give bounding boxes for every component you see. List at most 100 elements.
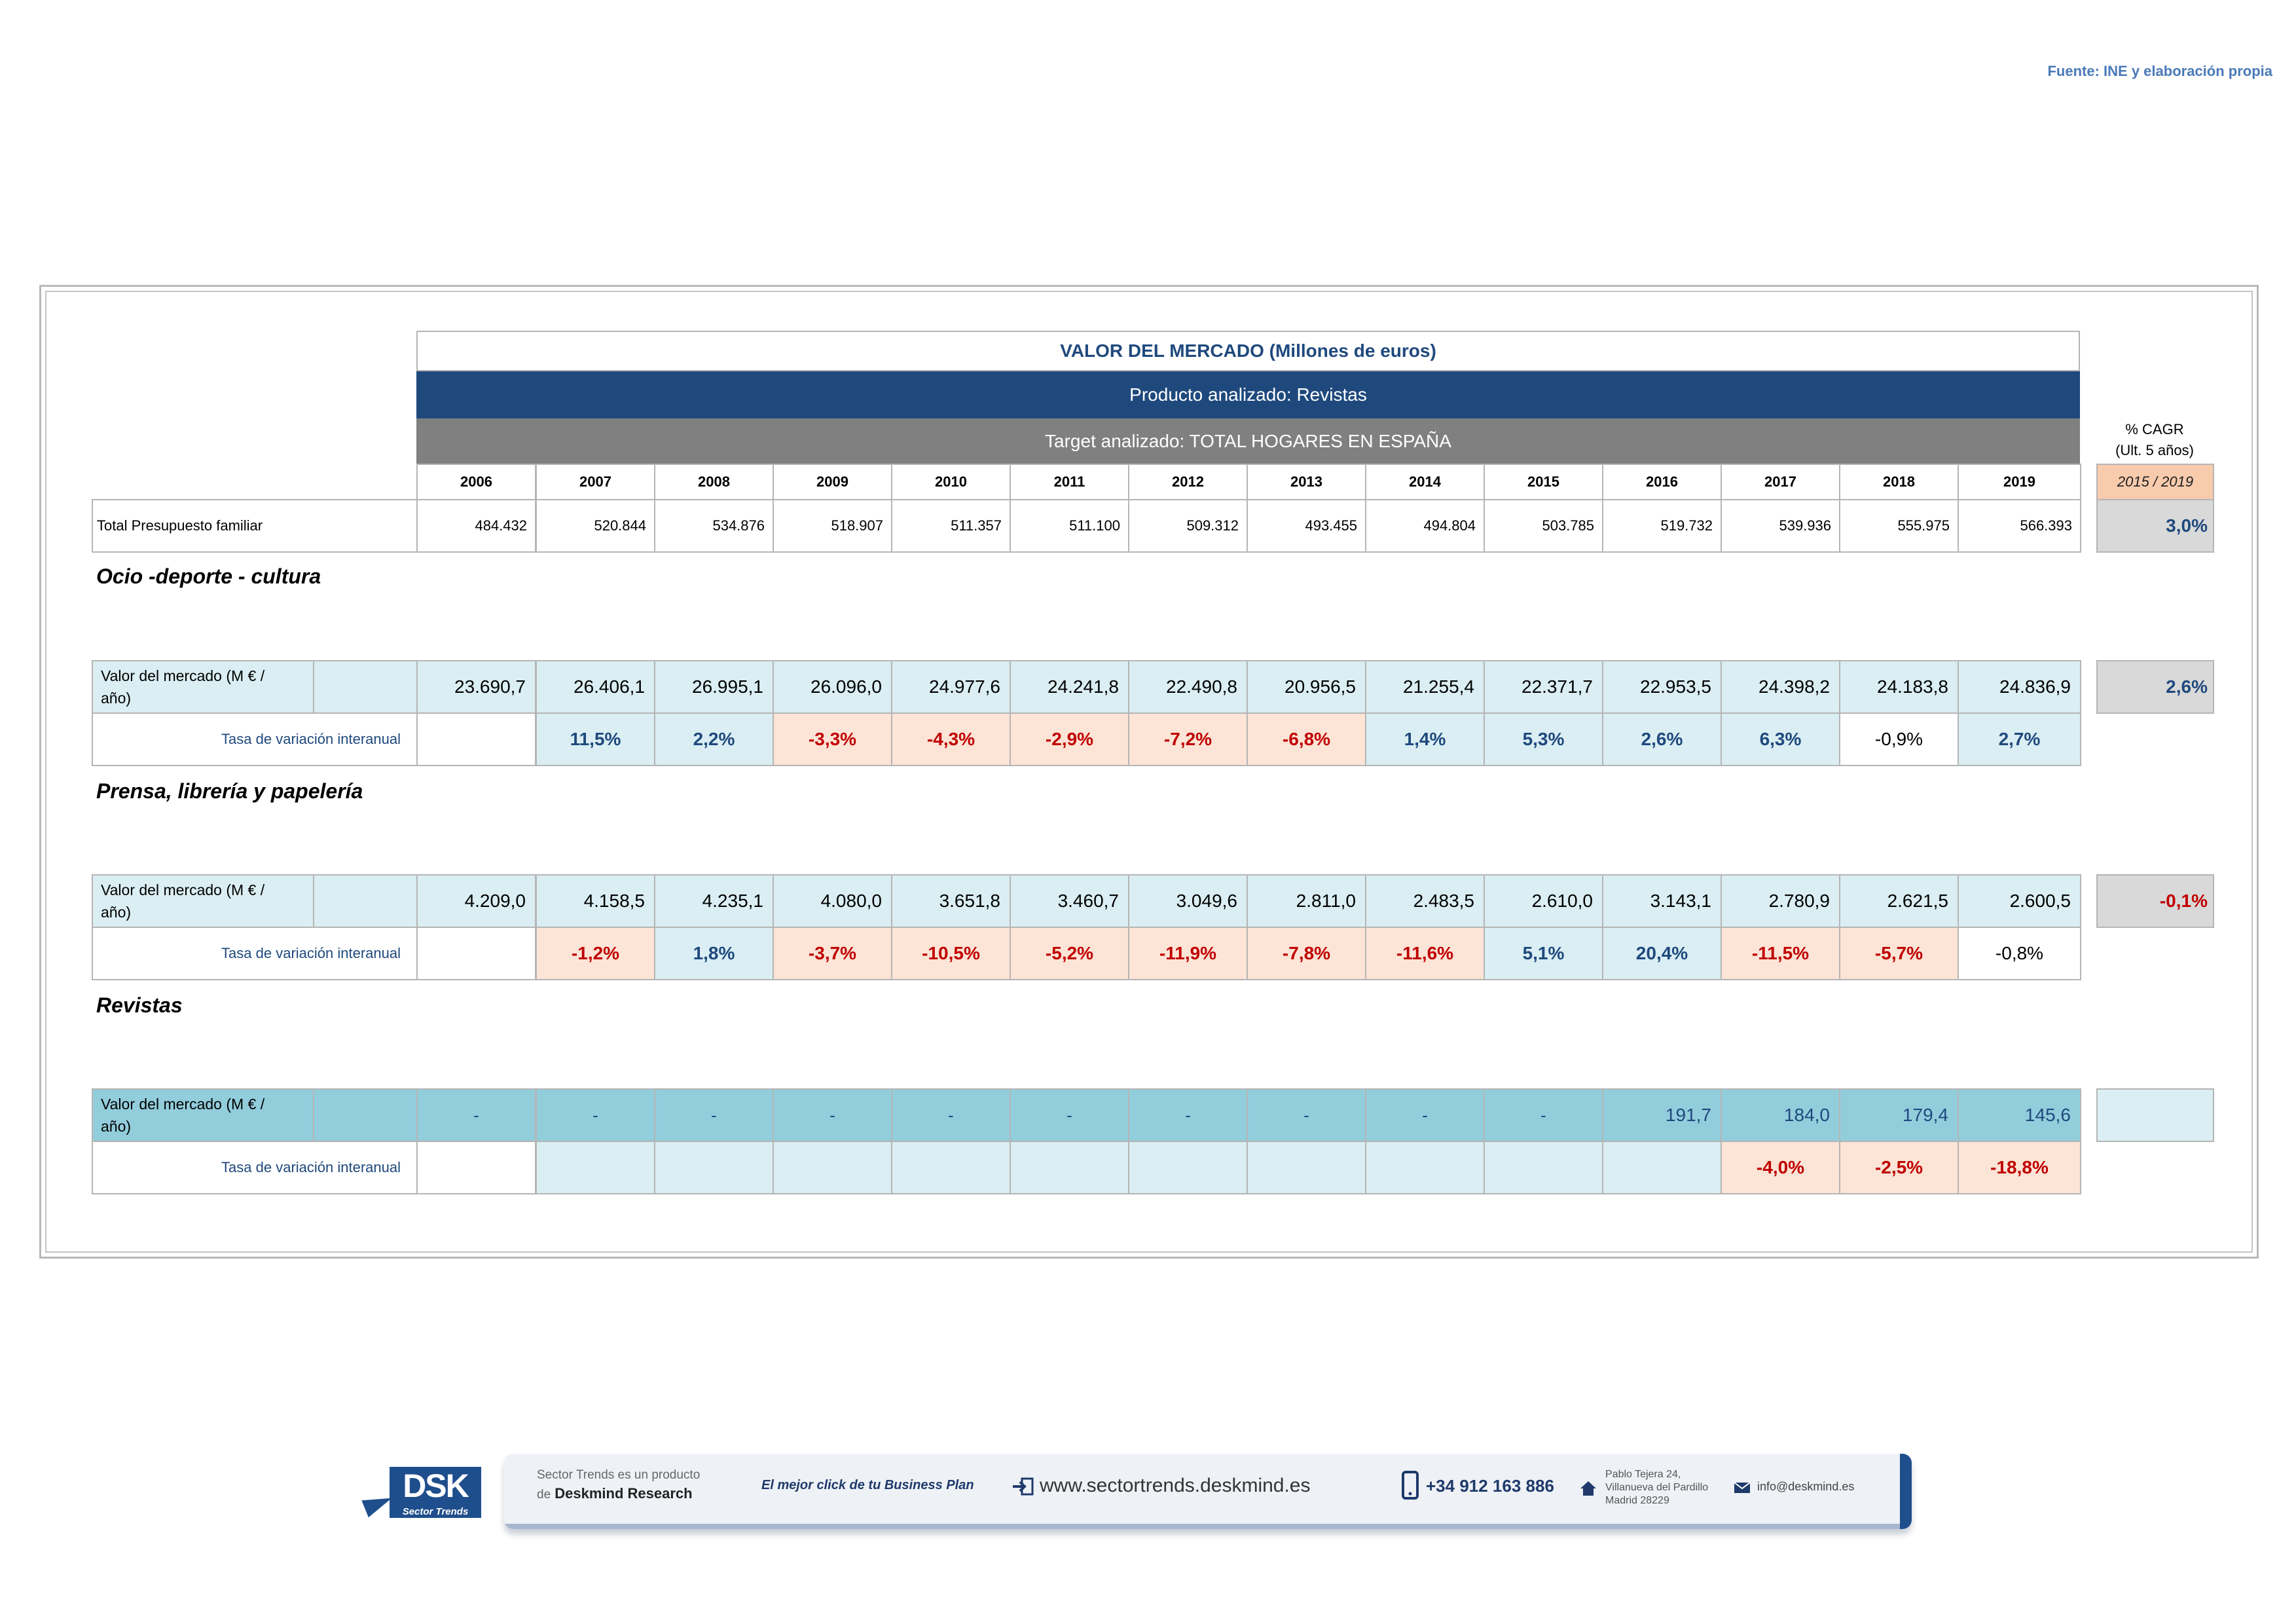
table-frame [39, 285, 2259, 1259]
rate-2009: -3,7% [773, 927, 892, 980]
market-value-2013: 20.956,5 [1247, 660, 1366, 714]
rate-2014: 1,4% [1365, 712, 1485, 766]
value-row-label-text: Valor del mercado (M € / año) [101, 879, 264, 923]
email-address[interactable]: info@deskmind.es [1757, 1480, 1855, 1493]
website-link[interactable]: www.sectortrends.deskmind.es [1040, 1475, 1311, 1496]
rate-2011: -5,2% [1010, 927, 1129, 980]
market-value-2007: 4.158,5 [536, 874, 655, 928]
total-value-2014: 494.804 [1365, 499, 1485, 553]
market-value-2011: - [1010, 1088, 1129, 1142]
rate-2017: -11,5% [1721, 927, 1840, 980]
value-row-label-line-2: año) [101, 1118, 132, 1135]
total-value-2008: 534.876 [654, 499, 774, 553]
rate-2006 [416, 1141, 536, 1194]
email-icon [1734, 1482, 1751, 1493]
total-value-2007: 520.844 [536, 499, 655, 553]
market-value-2018: 24.183,8 [1839, 660, 1959, 714]
rate-2012: -11,9% [1128, 927, 1248, 980]
market-value-title: VALOR DEL MERCADO (Millones de euros) [416, 331, 2080, 371]
value-row-label-line-2: año) [101, 904, 132, 921]
total-value-2018: 555.975 [1839, 499, 1959, 553]
market-cagr: 2,6% [2096, 660, 2214, 714]
market-value-2015: - [1484, 1088, 1603, 1142]
banner-bottom-line [504, 1524, 1900, 1529]
total-value-2019: 566.393 [1958, 499, 2081, 553]
year-header-2018: 2018 [1839, 464, 1959, 500]
total-value-2012: 509.312 [1128, 499, 1248, 553]
rate-row-label: Tasa de variación interanual [92, 927, 418, 980]
total-value-2011: 511.100 [1010, 499, 1129, 553]
year-header-2014: 2014 [1365, 464, 1485, 500]
rate-2016 [1602, 1141, 1722, 1194]
rate-2009 [773, 1141, 892, 1194]
year-header-2015: 2015 [1484, 464, 1603, 500]
rate-2010: -10,5% [891, 927, 1011, 980]
value-row-label-text: Valor del mercado (M € / año) [101, 665, 264, 709]
rate-2016: 2,6% [1602, 712, 1722, 766]
rate-2012: -7,2% [1128, 712, 1248, 766]
market-value-2006: 23.690,7 [416, 660, 536, 714]
market-value-2019: 145,6 [1958, 1088, 2081, 1142]
rate-2010: -4,3% [891, 712, 1011, 766]
market-value-2012: 3.049,6 [1128, 874, 1248, 928]
home-icon [1580, 1481, 1596, 1496]
address-line-1: Pablo Tejera 24, [1605, 1469, 1681, 1480]
rate-2008 [654, 1141, 774, 1194]
cagr-period-header: 2015 / 2019 [2096, 464, 2214, 500]
market-value-2009: 4.080,0 [773, 874, 892, 928]
phone-number[interactable]: +34 912 163 886 [1426, 1476, 1554, 1496]
rate-row-label: Tasa de variación interanual [92, 712, 418, 766]
product-line-1: Sector Trends es un producto [537, 1468, 701, 1482]
market-value-2008: 26.995,1 [654, 660, 774, 714]
rate-2012 [1128, 1141, 1248, 1194]
cagr-header: % CAGR (Ult. 5 años) [2095, 419, 2214, 461]
rate-2017: 6,3% [1721, 712, 1840, 766]
value-row-label-line-2: año) [101, 690, 132, 707]
rate-row-label: Tasa de variación interanual [92, 1141, 418, 1194]
cagr-label-line-1: % CAGR [2125, 421, 2184, 437]
year-header-2019: 2019 [1958, 464, 2081, 500]
rate-2019: 2,7% [1958, 712, 2081, 766]
value-row-label: Valor del mercado (M € / año) [92, 1088, 314, 1142]
total-value-2017: 539.936 [1721, 499, 1840, 553]
market-value-2006: - [416, 1088, 536, 1142]
banner-strip [1900, 1454, 1912, 1529]
market-value-2014: - [1365, 1088, 1485, 1142]
value-row-label-line-1: Valor del mercado (M € / [101, 1096, 265, 1113]
year-header-2017: 2017 [1721, 464, 1840, 500]
total-value-2006: 484.432 [416, 499, 536, 553]
market-value-2013: 2.811,0 [1247, 874, 1366, 928]
market-value-2012: 22.490,8 [1128, 660, 1248, 714]
rate-2016: 20,4% [1602, 927, 1722, 980]
year-header-2006: 2006 [416, 464, 536, 500]
product-line-2: de Deskmind Research [537, 1485, 693, 1502]
rate-2014 [1365, 1141, 1485, 1194]
rate-2018: -5,7% [1839, 927, 1959, 980]
address: Pablo Tejera 24, Villanueva del Pardillo… [1605, 1468, 1708, 1507]
product-line-2-brand: Deskmind Research [555, 1485, 693, 1502]
footer-banner [504, 1454, 1912, 1529]
rate-2014: -11,6% [1365, 927, 1485, 980]
rate-2015 [1484, 1141, 1603, 1194]
total-value-2013: 493.455 [1247, 499, 1366, 553]
year-header-2011: 2011 [1010, 464, 1129, 500]
rate-2007 [536, 1141, 655, 1194]
value-row-label-spacer [313, 1088, 418, 1142]
rate-2015: 5,3% [1484, 712, 1603, 766]
rate-2013: -6,8% [1247, 712, 1366, 766]
market-value-2018: 2.621,5 [1839, 874, 1959, 928]
rate-2006 [416, 927, 536, 980]
value-row-label: Valor del mercado (M € / año) [92, 660, 314, 714]
slogan: El mejor click de tu Business Plan [761, 1478, 974, 1492]
rate-2018: -0,9% [1839, 712, 1959, 766]
source-note: Fuente: INE y elaboración propia [2047, 63, 2272, 79]
market-value-2016: 22.953,5 [1602, 660, 1722, 714]
rate-2011 [1010, 1141, 1129, 1194]
rate-2013 [1247, 1141, 1366, 1194]
web-arrow-icon [1013, 1477, 1034, 1496]
section-title: Revistas [96, 993, 183, 1017]
market-value-2007: - [536, 1088, 655, 1142]
market-value-2011: 24.241,8 [1010, 660, 1129, 714]
market-value-2016: 191,7 [1602, 1088, 1722, 1142]
market-value-2014: 21.255,4 [1365, 660, 1485, 714]
